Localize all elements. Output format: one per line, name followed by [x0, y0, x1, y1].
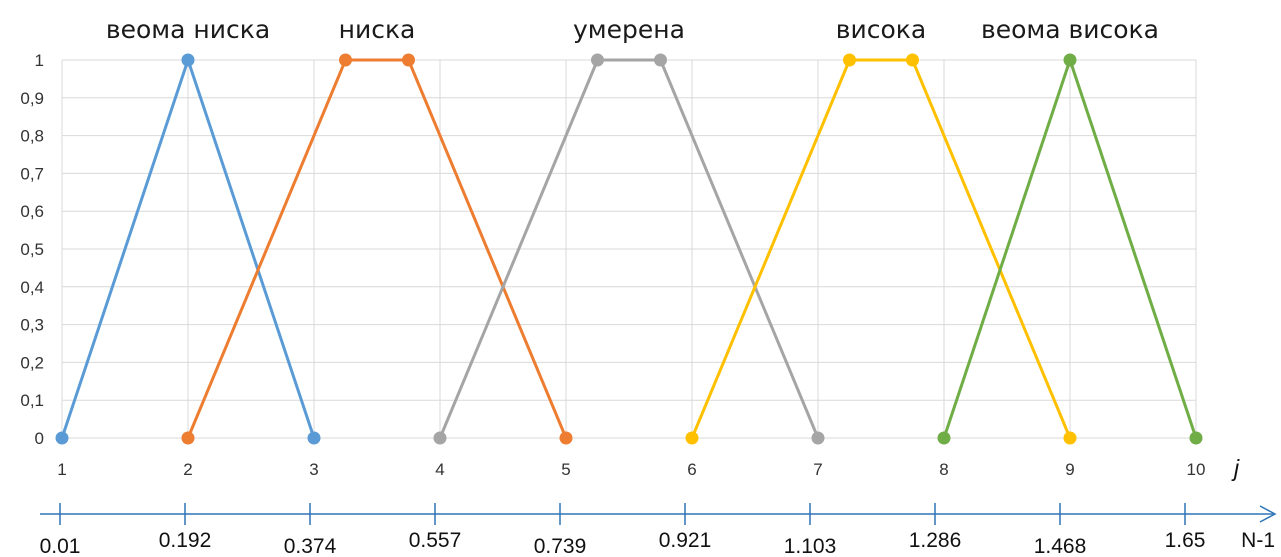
x-tick-label: 10 [1187, 460, 1206, 479]
y-tick-label: 0,4 [20, 278, 44, 297]
y-tick-label: 0,8 [20, 127, 44, 146]
grid [61, 59, 1197, 439]
secondary-tick-label: 0.739 [534, 535, 587, 557]
data-point [1063, 431, 1077, 445]
data-point [307, 431, 321, 445]
y-tick-label: 0,1 [20, 391, 44, 410]
x-tick-label: 1 [57, 460, 66, 479]
series-label: ниска [339, 15, 416, 44]
y-tick-label: 0,3 [20, 316, 44, 335]
secondary-tick-label: 1.65 [1165, 529, 1206, 552]
y-tick-label: 0,6 [20, 202, 44, 221]
series-lines [55, 53, 1203, 445]
data-point [937, 431, 951, 445]
series-labels: веома ниска ниска умерена висока веома висок… [106, 15, 1159, 44]
x-tick-label: 9 [1065, 460, 1074, 479]
x-tick-label: 3 [309, 460, 318, 479]
secondary-tick-label: 0.557 [409, 529, 462, 552]
data-point [181, 431, 195, 445]
x-tick-label: 8 [939, 460, 948, 479]
secondary-axis-arrow [1259, 505, 1277, 523]
secondary-tick-label: 1.103 [784, 535, 837, 557]
secondary-axis: 0.01 0.192 0.374 0.557 0.739 0.921 1.103 1.286 1… [40, 503, 1277, 557]
y-tick-label: 1 [35, 51, 44, 70]
x-axis-label: j [1231, 455, 1240, 481]
data-point [55, 431, 69, 445]
series-1 [55, 53, 321, 445]
secondary-tick-label: 0.192 [159, 529, 212, 552]
data-point [433, 431, 447, 445]
x-tick-label: 2 [183, 460, 192, 479]
y-tick-label: 0,9 [20, 89, 44, 108]
data-point [559, 431, 573, 445]
data-point [339, 53, 352, 67]
series-label: веома ниска [106, 15, 270, 44]
series-5 [937, 53, 1203, 445]
x-tick-label: 5 [561, 460, 570, 479]
series-4 [685, 53, 1077, 445]
data-point [685, 431, 699, 445]
series-2 [181, 53, 573, 445]
y-tick-label: 0,2 [20, 353, 44, 372]
y-tick-label: 0 [35, 429, 44, 448]
x-tick-label: 6 [687, 460, 696, 479]
secondary-tick-label: 1.286 [909, 529, 962, 552]
data-point [843, 53, 856, 67]
secondary-tick-label: 0.01 [40, 535, 81, 557]
x-tick-label: 4 [435, 460, 444, 479]
data-point [1063, 53, 1077, 67]
secondary-tick-label: 1.468 [1034, 535, 1087, 557]
secondary-axis-label: N-1 [1241, 529, 1275, 552]
x-tick-label: 7 [813, 460, 822, 479]
data-point [1189, 431, 1203, 445]
y-tick-label: 0,5 [20, 240, 44, 259]
series-line [438, 58, 820, 439]
series-label: висока [836, 15, 926, 44]
secondary-tick-label: 0.374 [284, 535, 337, 557]
series-line [186, 58, 568, 439]
axis-ticks: 0 0,1 0,2 0,3 0,4 0,5 0,6 0,7 0,8 0,9 1 1 2 3 4 5 6 7 8 9 10 [20, 51, 1205, 479]
data-point [181, 53, 195, 67]
data-point [811, 431, 825, 445]
y-tick-label: 0,7 [20, 164, 44, 183]
data-point [591, 53, 604, 67]
series-label: веома висока [981, 15, 1159, 44]
secondary-tick-label: 0.921 [659, 529, 712, 552]
data-point [654, 53, 667, 67]
data-point [402, 53, 415, 67]
series-line [690, 58, 1072, 439]
series-3 [433, 53, 825, 445]
data-point [906, 53, 919, 67]
series-label: умерена [573, 15, 685, 44]
